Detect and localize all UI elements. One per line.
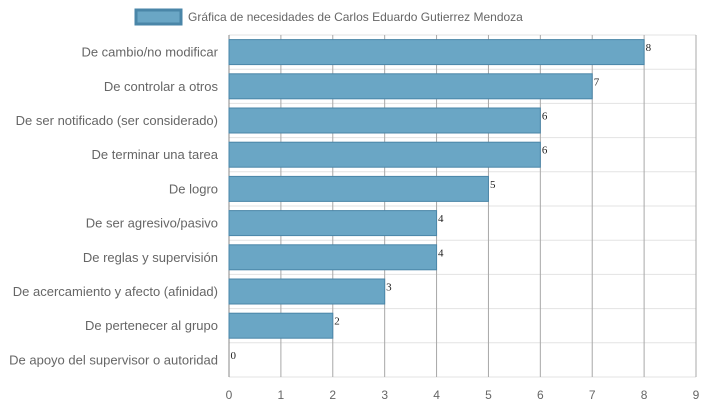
category-label: De pertenecer al grupo — [85, 318, 218, 333]
value-label: 8 — [646, 42, 652, 54]
bar[interactable] — [228, 107, 541, 134]
x-tick-label: 8 — [641, 388, 648, 402]
bar[interactable] — [228, 244, 438, 271]
category-label: De apoyo del supervisor o autoridad — [9, 352, 218, 367]
category-label: De ser agresivo/pasivo — [86, 216, 218, 231]
value-label: 0 — [231, 350, 237, 362]
x-tick-label: 0 — [226, 388, 233, 402]
category-label: De reglas y supervisión — [83, 250, 218, 265]
value-label: 3 — [386, 282, 392, 294]
x-tick-label: 3 — [381, 388, 388, 402]
bar[interactable] — [228, 312, 334, 339]
category-label: De controlar a otros — [104, 79, 219, 94]
category-label: De logro — [169, 181, 218, 196]
value-label: 4 — [438, 213, 444, 225]
bar[interactable] — [228, 210, 438, 237]
category-label: De acercamiento y afecto (afinidad) — [13, 284, 218, 299]
value-label: 4 — [438, 247, 444, 259]
category-label: De cambio/no modificar — [81, 45, 218, 60]
category-labels: De cambio/no modificar De controlar a otr… — [9, 45, 219, 368]
x-tick-label: 1 — [278, 388, 285, 402]
bars — [228, 39, 645, 339]
x-tick-label: 4 — [433, 388, 440, 402]
legend[interactable]: Gráfica de necesidades de Carlos Eduardo… — [134, 8, 523, 26]
x-tick-label: 2 — [329, 388, 336, 402]
bar[interactable] — [228, 141, 541, 168]
x-tick-label: 9 — [693, 388, 700, 402]
x-tick-label: 6 — [537, 388, 544, 402]
bar[interactable] — [228, 278, 386, 305]
category-label: De ser notificado (ser considerado) — [16, 113, 218, 128]
bar[interactable] — [228, 73, 593, 100]
bar[interactable] — [228, 39, 645, 66]
x-tick-label: 7 — [589, 388, 596, 402]
value-label: 5 — [490, 179, 496, 191]
value-label: 6 — [542, 111, 548, 123]
category-label: De terminar una tarea — [92, 147, 219, 162]
bar[interactable] — [228, 175, 489, 202]
value-label: 2 — [334, 316, 340, 328]
legend-swatch — [134, 8, 183, 26]
x-axis-ticks: 0 1 2 3 4 5 6 7 8 9 — [226, 388, 700, 402]
value-label: 6 — [542, 145, 548, 157]
x-tick-label: 5 — [485, 388, 492, 402]
value-label: 7 — [594, 76, 600, 88]
legend-label: Gráfica de necesidades de Carlos Eduardo… — [188, 10, 523, 24]
value-labels: 8 7 6 6 5 4 4 3 2 0 — [231, 42, 652, 362]
